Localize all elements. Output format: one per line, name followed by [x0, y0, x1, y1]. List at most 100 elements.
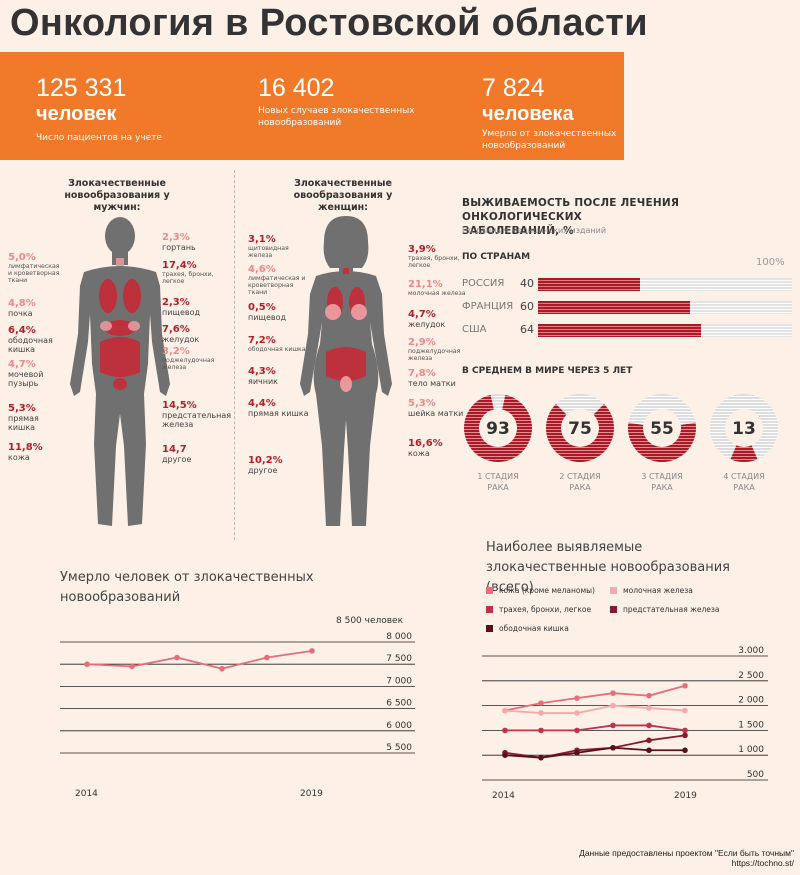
men-stat-pct: 5,0% [8, 252, 36, 263]
data-point [219, 665, 225, 672]
women-stat-pct: 3,9% [408, 244, 436, 255]
men-stat-pct: 14,7 [162, 444, 187, 455]
data-point [682, 727, 688, 734]
women-stat: 3,9% трахея, бронхи, легкое [408, 244, 470, 279]
women-stat-label: прямая кишка [248, 409, 309, 418]
men-left-labels: 5,0% лимфатическая и кроветворная ткани … [8, 252, 63, 462]
men-stat-pct: 7,6% [162, 324, 190, 335]
women-stat: 0,5% пищевод [248, 302, 314, 335]
donut-slice [546, 403, 614, 462]
women-stat-label: другое [248, 466, 278, 475]
data-point [610, 690, 616, 696]
men-stat-pct: 3,2% [162, 346, 190, 357]
legend-swatch [610, 606, 617, 613]
stat-new-cases: 16 402 Новых случаев злокачественных нов… [258, 74, 448, 129]
legend-label: молочная железа [623, 586, 693, 595]
data-point [646, 692, 652, 699]
deaths-chart-title: Умерло человек от злокачественных новооб… [60, 570, 314, 605]
women-stat-pct: 7,8% [408, 368, 436, 379]
donut-caption: РАКА [651, 483, 673, 492]
donut-caption: 3 СТАДИЯ [641, 472, 682, 481]
data-point [502, 752, 508, 758]
men-stat-pct: 4,8% [8, 298, 36, 309]
y-tick-label: 1 000 [738, 745, 764, 755]
data-point [646, 737, 652, 744]
men-stat-label: пищевод [162, 308, 201, 317]
y-tick-label: 2 500 [738, 671, 764, 681]
women-stat-pct: 16,6% [408, 438, 443, 449]
women-stat-label: поджелудочная железа [408, 348, 461, 362]
men-stat-pct: 11,8% [8, 442, 43, 453]
legend-label: ободочная кишка [499, 624, 569, 633]
men-stat-label: трахея, бронхи, легкое [162, 271, 214, 285]
section-divider [234, 170, 235, 540]
men-stat: 4,8% почка [8, 298, 63, 325]
data-point [682, 707, 688, 714]
data-point [646, 705, 652, 711]
y-tick-label: 5 500 [386, 743, 412, 753]
data-point [610, 744, 616, 751]
data-point [129, 663, 135, 670]
legend-swatch [486, 606, 493, 613]
data-point [502, 727, 508, 734]
legend-swatch [486, 587, 493, 594]
men-stat-pct: 17,4% [162, 260, 197, 271]
data-point [646, 747, 652, 754]
stat-deaths: 7 824 человека Умерло от злокачественных… [482, 74, 622, 152]
men-right-labels: 2,3% гортань 17,4% трахея, бронхи, легко… [162, 232, 234, 464]
men-stat: 14,5% предстательная железа [162, 400, 234, 444]
women-stat-pct: 2,9% [408, 337, 436, 348]
survival-source: По данным медицинских изданий [462, 226, 607, 235]
data-point [682, 732, 688, 739]
men-stat: 7,6% желудок [162, 324, 234, 346]
series-line [504, 704, 686, 714]
women-stat-label: пищевод [248, 313, 287, 322]
women-stat-label: ободочная кишка [248, 346, 306, 353]
country-bar [538, 278, 640, 291]
women-stat-label: лимфатическая и кроветворная ткани [248, 275, 306, 296]
country-bar [538, 301, 691, 314]
men-stat-label: прямая кишка [8, 414, 39, 432]
women-stat-label: шейка матки [408, 409, 464, 418]
stats-banner [0, 52, 624, 160]
women-stat: 21,1% молочная железа [408, 279, 470, 309]
country-label: ФРАНЦИЯ [462, 301, 514, 312]
y-tick-label: 1 500 [738, 720, 764, 730]
men-stat-label: кожа [8, 453, 30, 462]
men-stat: 6,4% ободочная кишка [8, 325, 63, 359]
women-stat-label: щитовидная железа [248, 245, 289, 259]
male-body-figure [70, 217, 170, 526]
stat-new-cases-number: 16 402 [258, 74, 335, 102]
page-title: Онкология в Ростовской области [10, 2, 648, 44]
women-stat-pct: 0,5% [248, 302, 276, 313]
women-stat: 4,4% прямая кишка [248, 398, 314, 455]
legend-label: предстательная железа [623, 605, 720, 614]
stat-deaths-unit: человека [482, 103, 574, 125]
women-stat-pct: 3,1% [248, 234, 276, 245]
men-stat: 4,7% мочевой пузырь [8, 359, 63, 403]
women-stat: 7,8% тело матки [408, 368, 470, 398]
women-stat-pct: 10,2% [248, 455, 283, 466]
x-tick-label: 2019 [300, 789, 323, 799]
men-stat-pct: 5,3% [8, 403, 36, 414]
footer-url[interactable]: https://tochno.st/ [731, 858, 794, 868]
y-tick-label: 500 [747, 770, 764, 780]
y-tick-label: 7 000 [386, 676, 412, 686]
women-stat: 3,1% щитовидная железа [248, 234, 314, 264]
countries-heading: ПО СТРАНАМ [462, 252, 531, 262]
stat-deaths-number: 7 824 [482, 74, 545, 102]
women-stat-label: тело матки [408, 379, 456, 388]
men-stat-label: другое [162, 455, 192, 464]
women-stat: 16,6% кожа [408, 438, 470, 458]
women-stat: 4,3% яичник [248, 366, 314, 398]
y-tick-label: 6 500 [386, 699, 412, 709]
stat-patients-caption: Число пациентов на учете [36, 133, 163, 143]
men-stat-pct: 6,4% [8, 325, 36, 336]
donut-caption: 1 СТАДИЯ [477, 472, 518, 481]
legend-label: трахея, бронхи, легкое [499, 605, 592, 614]
women-stat-pct: 4,6% [248, 264, 276, 275]
data-point [309, 648, 315, 654]
data-point [646, 722, 652, 729]
data-point [538, 727, 544, 734]
men-stat-pct: 2,3% [162, 297, 190, 308]
